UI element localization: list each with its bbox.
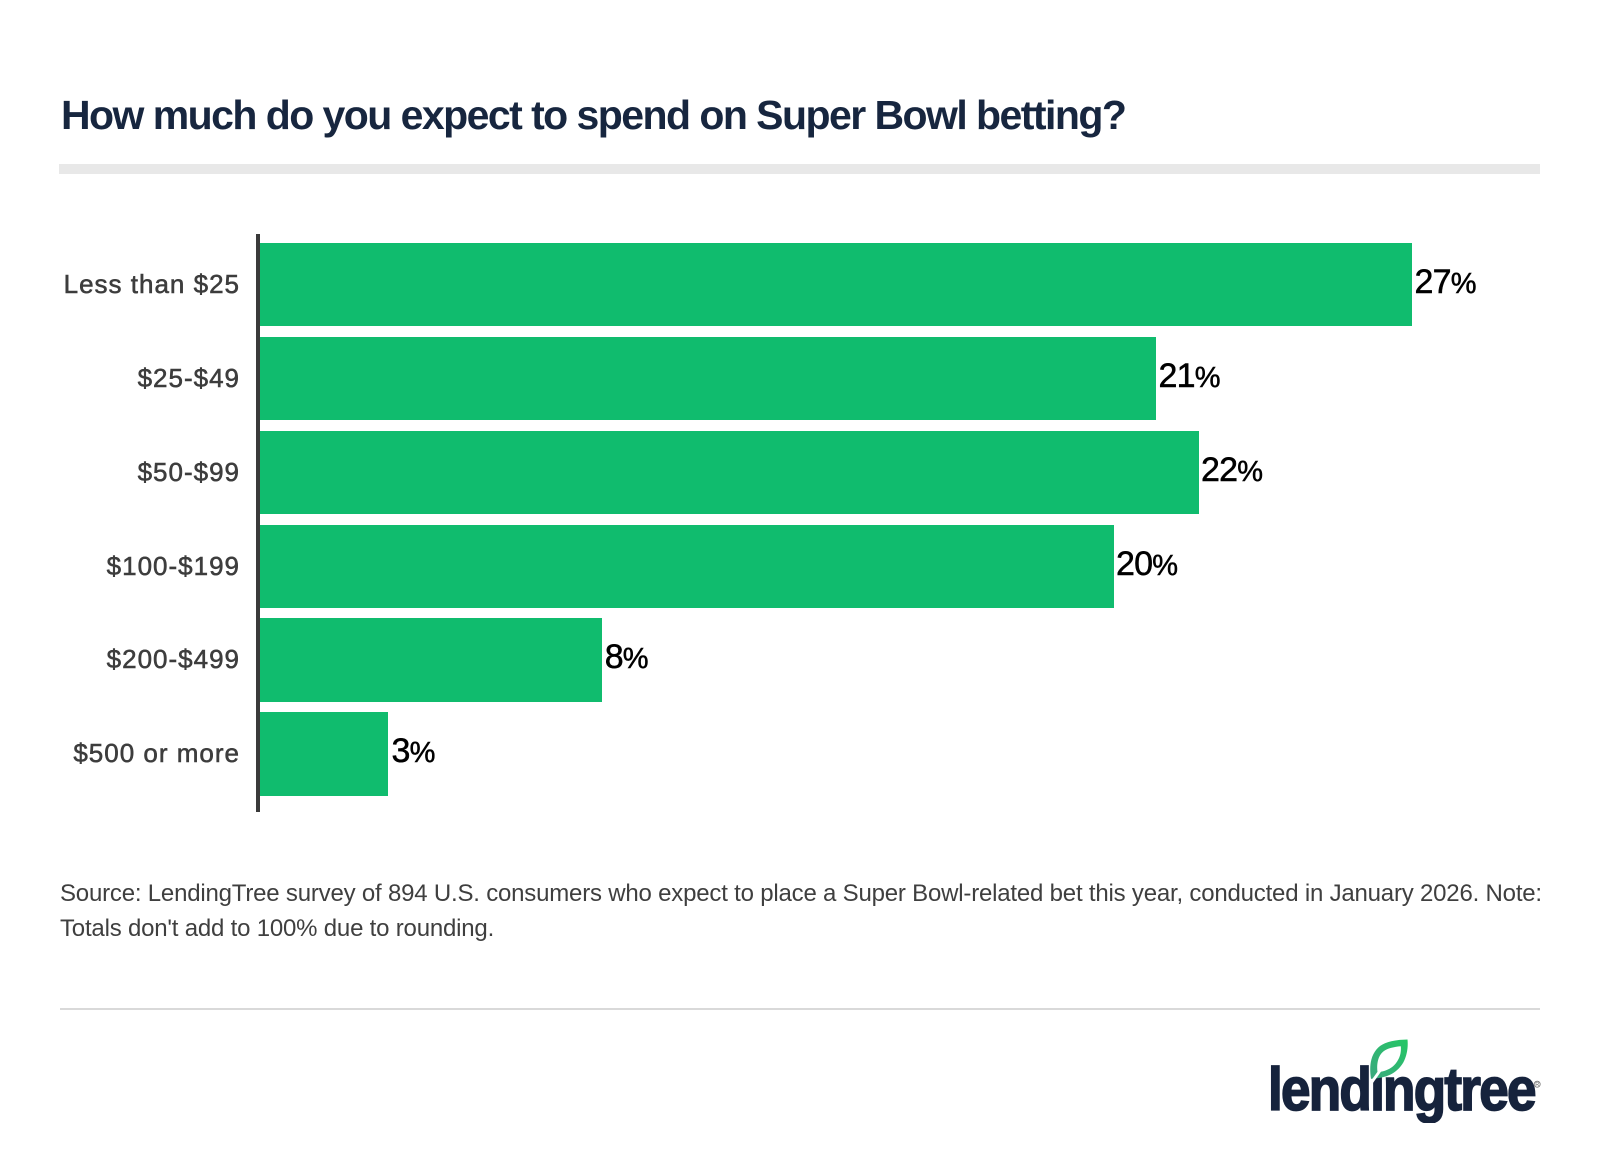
svg-text:R: R	[1535, 1082, 1539, 1088]
